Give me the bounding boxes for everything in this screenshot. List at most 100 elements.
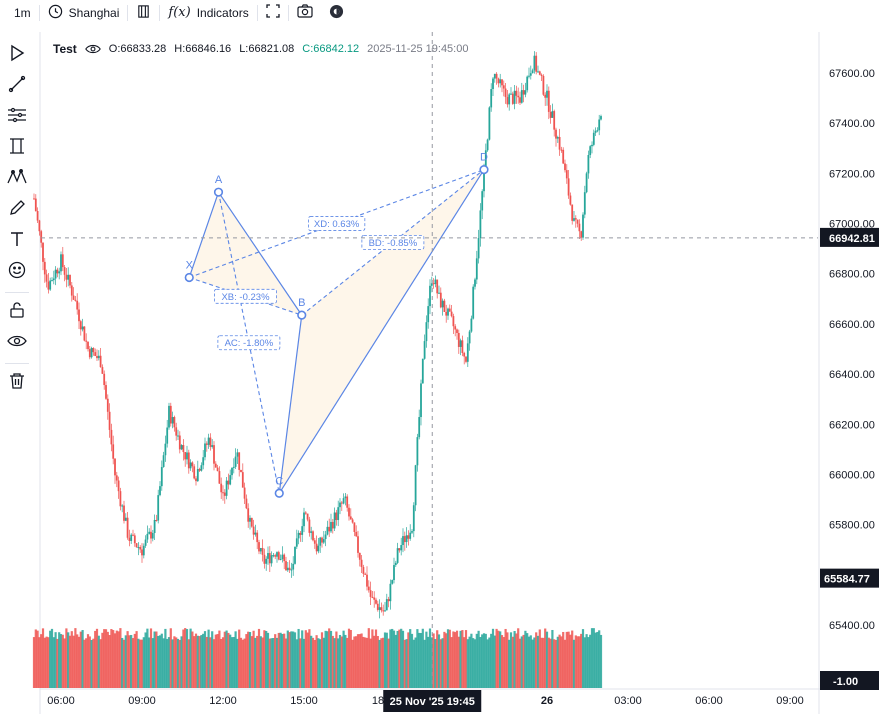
- candle-body: [256, 532, 259, 543]
- range-tool[interactable]: [0, 133, 34, 164]
- crosshair-time-badge: [383, 690, 482, 712]
- volume-bar: [209, 637, 212, 688]
- candle-body: [254, 532, 257, 535]
- fullscreen-icon: [266, 4, 280, 21]
- volume-bar: [340, 636, 343, 688]
- volume-bar: [76, 634, 79, 688]
- volume-bar: [452, 631, 455, 688]
- candle-body: [247, 508, 250, 522]
- candle-body: [243, 487, 246, 499]
- indicators-button[interactable]: f(x) Indicators: [160, 0, 256, 25]
- volume-bar: [419, 633, 423, 688]
- candle-body: [250, 517, 253, 527]
- candle-body: [99, 355, 102, 368]
- volume-bar: [126, 631, 129, 688]
- trend-line-tool[interactable]: [0, 71, 34, 102]
- volume-bar: [337, 638, 340, 688]
- volume-bar: [365, 637, 369, 688]
- volume-bar: [515, 633, 518, 688]
- candle-body: [207, 437, 210, 445]
- volume-bar: [247, 631, 250, 688]
- volume-bar: [63, 638, 66, 688]
- xabcd-pattern[interactable]: X A B C D XD: 0.63% XB: -0.23% AC: -1.80% BD: -0…: [184, 152, 489, 498]
- volume-bar: [581, 629, 585, 688]
- candle-body: [468, 331, 471, 344]
- volume-bar: [353, 636, 356, 688]
- emoji-tool[interactable]: [0, 257, 34, 288]
- volume-bar: [54, 632, 57, 688]
- volume-bar: [450, 637, 453, 688]
- volume-bar: [229, 634, 232, 688]
- delete-tool[interactable]: [0, 368, 34, 399]
- pattern-tool[interactable]: [0, 164, 34, 195]
- candle-body: [144, 539, 147, 546]
- symbol-name[interactable]: Test: [53, 42, 77, 56]
- volume-bar: [376, 636, 379, 688]
- volume-bar: [583, 637, 586, 688]
- volume-bar: [364, 637, 367, 688]
- time-axis[interactable]: 06:00 09:00 12:00 15:00 18 26 03:00 06:00 09:00 2…: [47, 690, 804, 712]
- fullscreen-button[interactable]: [258, 0, 288, 25]
- lock-tool[interactable]: [0, 297, 34, 328]
- screenshot-button[interactable]: [289, 0, 321, 25]
- candle-body: [411, 531, 413, 533]
- interval-button[interactable]: 1m: [0, 0, 39, 25]
- price-tick-label: 67200.00: [829, 168, 875, 180]
- last-price-label: 65584.77: [824, 574, 870, 586]
- candle-body: [578, 223, 581, 232]
- volume-bar: [590, 628, 594, 688]
- candle-body: [465, 356, 467, 362]
- visibility-tool[interactable]: [0, 328, 34, 359]
- volume-bar: [414, 637, 417, 688]
- candle-body: [126, 517, 129, 538]
- candle-body: [463, 352, 466, 357]
- candle-body: [456, 329, 458, 333]
- drawing-toolbar: [0, 40, 34, 399]
- visibility-eye-icon[interactable]: [84, 43, 101, 55]
- timezone-button[interactable]: Shanghai: [40, 0, 128, 25]
- candle-body: [225, 480, 228, 496]
- candle-body: [283, 554, 286, 562]
- candle-body: [72, 295, 75, 300]
- candle-body: [573, 218, 575, 221]
- volume-bar: [455, 630, 459, 688]
- volume-bar: [272, 638, 275, 688]
- pattern-point-c: [274, 488, 284, 498]
- candle-body: [376, 603, 379, 610]
- candle-body: [389, 583, 392, 602]
- volume-bar: [319, 639, 322, 688]
- volume-bar: [457, 636, 460, 688]
- candle-body: [421, 358, 424, 384]
- text-tool[interactable]: [0, 226, 34, 257]
- fib-tool[interactable]: [0, 102, 34, 133]
- volume-bar: [358, 634, 361, 688]
- volume-bar: [171, 639, 174, 688]
- theme-button[interactable]: [321, 0, 352, 25]
- candle-body: [169, 405, 172, 424]
- price-axis[interactable]: 67600.00 67400.00 67200.00 67000.00 66800.00…: [820, 68, 879, 690]
- volume-bar: [189, 628, 192, 688]
- candle-body: [515, 90, 518, 96]
- volume-bar: [454, 632, 457, 688]
- volume-bar: [234, 631, 237, 688]
- candle-body: [141, 549, 143, 556]
- candle-body: [63, 267, 66, 275]
- ratio-box-xb: [214, 288, 277, 304]
- volume-bar: [283, 633, 286, 688]
- volume-bar: [65, 628, 68, 688]
- volume-bar: [463, 637, 466, 688]
- volume-bar: [252, 630, 255, 688]
- candle-body: [414, 465, 417, 506]
- volume-bar: [302, 638, 306, 688]
- candle-body: [94, 352, 97, 357]
- chart-type-button[interactable]: [128, 0, 159, 25]
- candle-body: [429, 285, 431, 307]
- cursor-tool[interactable]: [0, 40, 34, 71]
- volume-bar: [481, 634, 484, 688]
- date-range-icon: [8, 137, 26, 160]
- volume-bar: [421, 628, 424, 688]
- brush-tool[interactable]: [0, 195, 34, 226]
- volume-bar: [248, 632, 252, 688]
- candle-body: [556, 137, 559, 139]
- volume-bar: [139, 639, 142, 688]
